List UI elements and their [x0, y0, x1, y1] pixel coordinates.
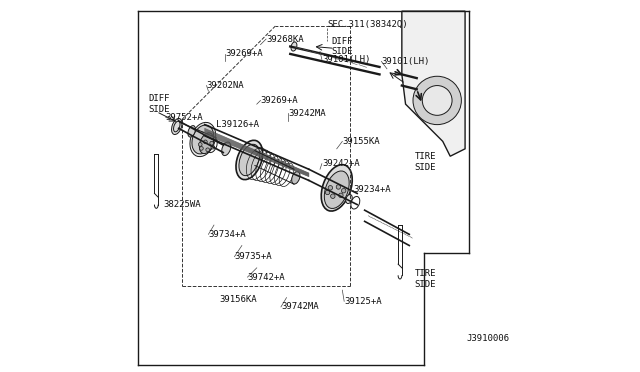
Ellipse shape [172, 118, 182, 135]
Ellipse shape [221, 142, 231, 155]
Ellipse shape [291, 42, 297, 51]
Circle shape [200, 147, 204, 150]
Text: 39269+A: 39269+A [225, 49, 263, 58]
Text: 39125+A: 39125+A [344, 297, 382, 306]
Circle shape [413, 76, 461, 125]
Circle shape [325, 190, 330, 195]
Ellipse shape [321, 165, 352, 211]
Ellipse shape [346, 195, 352, 203]
Text: L39126+A: L39126+A [216, 120, 259, 129]
Circle shape [336, 185, 340, 189]
Ellipse shape [190, 122, 216, 157]
Text: TIRE
SIDE: TIRE SIDE [415, 269, 436, 289]
Text: 38225WA: 38225WA [164, 200, 202, 209]
Ellipse shape [239, 144, 260, 176]
Circle shape [422, 86, 452, 115]
Text: 39101(LH): 39101(LH) [322, 55, 370, 64]
Text: DIFF
SIDE: DIFF SIDE [331, 37, 353, 56]
Text: 39734+A: 39734+A [209, 230, 246, 239]
Text: 39735+A: 39735+A [234, 252, 272, 261]
Circle shape [210, 141, 214, 145]
Circle shape [331, 194, 335, 198]
Circle shape [204, 140, 207, 144]
Circle shape [198, 142, 202, 146]
Text: 39202NA: 39202NA [207, 81, 244, 90]
Circle shape [339, 193, 343, 198]
Text: TIRE
SIDE: TIRE SIDE [415, 152, 436, 171]
Text: 39155KA: 39155KA [342, 137, 380, 146]
Polygon shape [402, 11, 465, 156]
Text: 39742+A: 39742+A [248, 273, 285, 282]
Ellipse shape [236, 140, 262, 180]
Text: 39752+A: 39752+A [166, 113, 204, 122]
Ellipse shape [200, 133, 214, 154]
Circle shape [211, 145, 214, 149]
Text: 39742MA: 39742MA [281, 302, 319, 311]
Text: 39242+A: 39242+A [322, 159, 360, 168]
Text: 39101(LH): 39101(LH) [381, 57, 429, 66]
Text: 39242MA: 39242MA [289, 109, 326, 118]
Text: 39268KA: 39268KA [266, 35, 304, 44]
Circle shape [206, 148, 209, 152]
Text: SEC.311(38342Q): SEC.311(38342Q) [328, 20, 408, 29]
Circle shape [342, 189, 346, 193]
Ellipse shape [192, 125, 214, 154]
Text: 39156KA: 39156KA [220, 295, 257, 304]
Text: 39269+A: 39269+A [260, 96, 298, 105]
Text: 39234+A: 39234+A [353, 185, 391, 194]
Text: J3910006: J3910006 [467, 334, 510, 343]
Text: DIFF
SIDE: DIFF SIDE [148, 94, 170, 114]
Ellipse shape [292, 171, 300, 184]
Ellipse shape [324, 171, 349, 208]
Ellipse shape [188, 126, 195, 137]
Circle shape [328, 186, 333, 190]
